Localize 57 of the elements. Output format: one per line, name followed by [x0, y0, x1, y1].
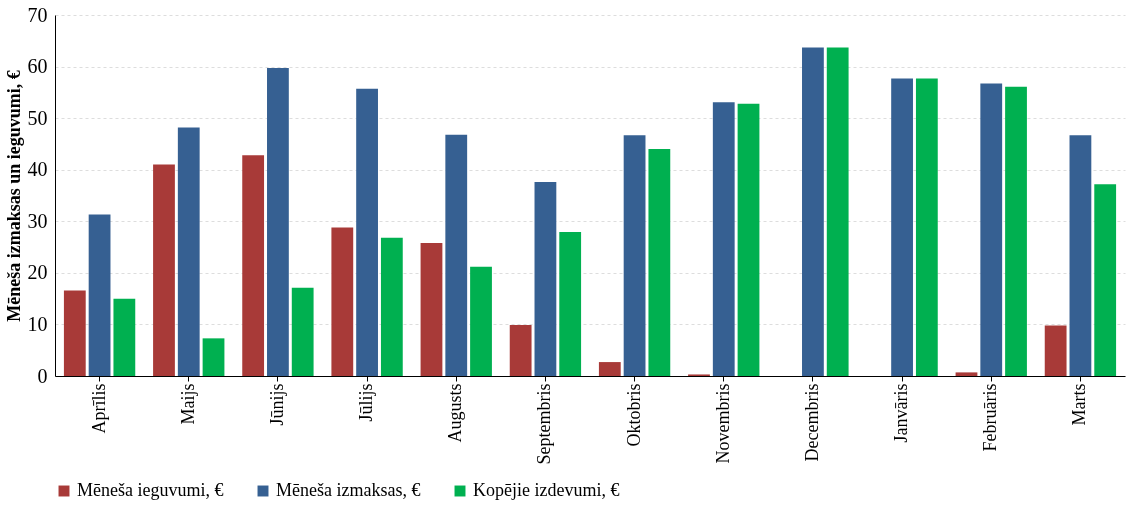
legend-label: Kopējie izdevumi, €: [473, 480, 620, 500]
bar: [177, 127, 200, 376]
x-tick-label: Jūlijs: [356, 383, 377, 422]
x-tick-label: Novembris: [712, 383, 733, 464]
x-tick-label: Aprīlis: [88, 383, 109, 434]
bar: [1005, 86, 1027, 376]
x-tick-label: Maijs: [177, 383, 198, 425]
bar: [509, 324, 532, 376]
bar: [891, 78, 913, 376]
bar: [153, 164, 175, 376]
bar: [113, 298, 136, 376]
bar: [88, 214, 111, 376]
bar: [955, 372, 978, 376]
x-tick-label: Oktobris: [623, 383, 644, 447]
bar: [1094, 184, 1117, 376]
bar: [826, 47, 849, 376]
y-tick-label: 50: [27, 106, 48, 129]
y-tick-label: 40: [27, 158, 48, 181]
x-tick-label: Februāris: [980, 383, 1001, 452]
x-tick-label: Jūnijs: [266, 383, 287, 426]
legend-label: Mēneša izmaksas, €: [276, 480, 421, 500]
bar: [623, 135, 646, 376]
x-tick-label: Septembris: [534, 383, 555, 465]
bar: [380, 237, 403, 376]
x-tick-label: Augusts: [445, 383, 466, 443]
bar: [1069, 135, 1092, 376]
bar: [356, 88, 378, 376]
bar: [470, 266, 492, 376]
bar: [802, 47, 824, 376]
y-tick-label: 60: [27, 55, 48, 78]
y-axis-title: Mēneša izmaksas un ieguvumi, €: [3, 70, 24, 322]
y-tick-label: 0: [37, 364, 48, 387]
bar: [445, 134, 468, 376]
bar: [331, 227, 354, 376]
bar: [534, 182, 557, 376]
y-tick-label: 10: [27, 312, 48, 335]
y-tick-label: 20: [27, 261, 48, 284]
bar: [291, 287, 314, 376]
x-tick-label: Decembris: [801, 383, 822, 462]
bar: [202, 338, 225, 376]
bar: [267, 68, 289, 376]
bar: [559, 232, 582, 376]
bar: [915, 78, 938, 376]
bar: [737, 103, 760, 376]
legend-label: Mēneša ieguvumi, €: [77, 480, 224, 500]
bar: [598, 362, 621, 376]
bar: [712, 102, 735, 376]
x-tick-label: Marts: [1069, 383, 1090, 426]
y-tick-label: 70: [27, 3, 48, 26]
bar: [980, 83, 1003, 376]
bar: [420, 242, 443, 376]
bar: [242, 155, 265, 376]
x-tick-label: Janvāris: [891, 383, 912, 443]
bar: [1044, 325, 1067, 376]
bar: [648, 149, 671, 376]
y-tick-label: 30: [27, 209, 48, 232]
bar: [63, 290, 86, 376]
